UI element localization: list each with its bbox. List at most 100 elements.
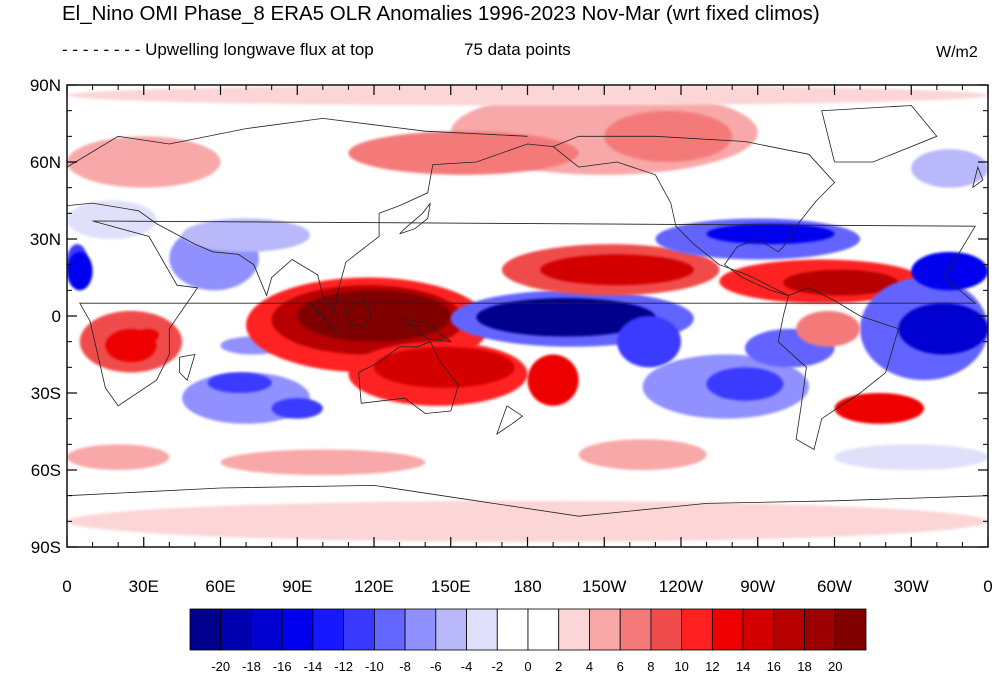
coastline-segment [358,341,459,414]
colorbar-label: 18 [797,659,811,674]
coastline-segment [496,405,524,436]
anomaly-blob [271,398,323,419]
colorbar-label: 2 [555,659,562,674]
anomaly-blob [604,110,733,162]
x-tick-label: 0 [983,577,992,596]
coastline-segment [777,287,899,451]
coastline-segment [972,165,984,189]
anomaly-blob [182,218,311,252]
colorbar-label: -6 [430,659,442,674]
colorbar-label: 0 [524,659,531,674]
colorbar-label: 12 [705,659,719,674]
anomaly-blob [706,223,835,245]
subtitle-variable: - - - - - - - - Upwelling longwave flux … [62,40,374,59]
anomaly-blob [796,310,861,347]
colorbar-swatch [189,608,222,651]
colorbar-label: 14 [736,659,750,674]
anomaly-blob [540,254,694,286]
colorbar-label: 6 [617,659,624,674]
anomaly-blob [834,444,988,470]
colorbar-label: -4 [461,659,473,674]
colorbar-swatch [619,608,652,651]
x-axis: 0 30E 60E 90E 120E 150E 180 150W 120W 90W 60W 30W 0 [62,85,993,596]
anomaly-blob [92,156,183,175]
coastline-segment [179,353,196,381]
colorbar-swatch [650,608,683,651]
colorbar-swatch [527,608,560,651]
y-tick-label: 30N [30,230,61,249]
subtitle-data-points: 75 data points [464,40,571,59]
coastline-segment [399,202,431,235]
anomaly-blob [207,372,272,393]
colorbar-label: -2 [491,659,503,674]
colorbar-label: 8 [647,659,654,674]
x-tick-label: 90W [740,577,775,596]
y-tick-label: 30S [31,384,61,403]
coastlines [67,105,988,517]
colorbar-label: 4 [586,659,593,674]
colorbar-label: -18 [242,659,261,674]
coastline-segment [67,143,554,315]
colorbar-label: -16 [273,659,292,674]
colorbar-swatch [220,608,252,651]
colorbar-label: 10 [674,659,688,674]
colorbar-swatch [343,608,375,651]
colorbar-swatch [251,608,283,651]
coastline-segment [552,135,836,296]
anomaly-blob [67,500,988,542]
x-tick-label: 30W [894,577,929,596]
colorbar-swatch [804,608,836,651]
colorbar-swatch [711,608,744,651]
anomaly-blob [67,444,170,470]
colorbar-swatch [589,608,621,651]
coastline-segment [67,117,528,168]
x-tick-label: 120W [659,577,703,596]
anomaly-blob [578,439,707,470]
x-tick-label: 150W [582,577,626,596]
colorbar-label: -10 [365,659,384,674]
y-tick-label: 90S [31,538,61,557]
coastline-segment [67,484,988,517]
x-tick-label: 120E [354,577,394,596]
coastline-segment [401,318,453,343]
colorbar-label: -14 [304,659,323,674]
anomaly-blob [348,131,579,175]
colorbar-swatch [496,608,529,651]
chart-title: El_Nino OMI Phase_8 ERA5 OLR Anomalies 1… [62,2,820,25]
coastline-segment [345,297,372,327]
coastline-segment [309,302,339,332]
colorbar: -20 -18 -16 -14 -12 -10 -8 -6 -4 -2 0 2 4 6 8 10 12 14 16 1… [189,608,867,674]
y-tick-label: 60N [30,153,61,172]
colorbar-swatch [834,608,867,651]
colorbar-swatch [281,608,314,651]
colorbar-label: 16 [767,659,781,674]
colorbar-swatch [404,608,437,651]
anomaly-blob [220,449,426,476]
anomaly-blob [476,298,656,337]
anomaly-blob [617,316,681,368]
x-tick-label: 0 [62,577,71,596]
colorbar-label: -12 [334,659,353,674]
units-label: W/m2 [936,44,978,61]
x-tick-label: 30E [129,577,159,596]
colorbar-swatch [558,608,590,651]
x-tick-label: 60E [205,577,235,596]
colorbar-label: -20 [211,659,230,674]
x-tick-label: 90E [282,577,312,596]
anomaly-blob [834,393,925,424]
coastline-segment [79,220,977,407]
x-tick-label: 180 [513,577,541,596]
colorbar-swatch [773,608,805,651]
anomaly-blob [911,149,988,188]
colorbar-swatch [312,608,345,651]
anomaly-field [67,85,988,542]
colorbar-swatch [742,608,775,651]
anomaly-blob [138,328,160,342]
coastline-segment [821,105,938,163]
anomaly-blob [911,251,988,291]
x-tick-label: 150E [431,577,471,596]
colorbar-swatch [681,608,713,651]
colorbar-swatch [435,608,467,651]
y-tick-label: 0 [52,307,61,326]
